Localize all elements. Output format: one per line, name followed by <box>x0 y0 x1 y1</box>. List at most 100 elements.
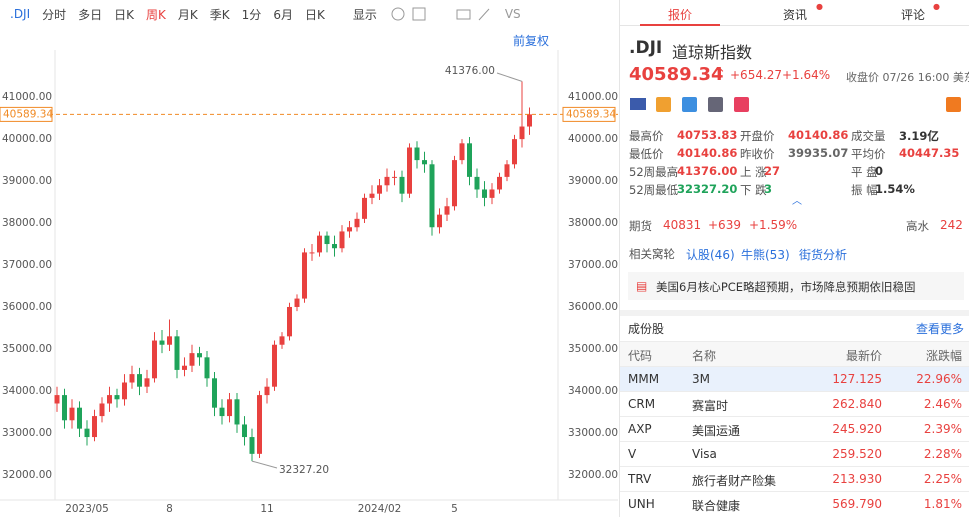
cell: Visa <box>692 447 717 461</box>
period-tab[interactable]: 分时 <box>42 7 67 22</box>
table-row[interactable]: CRM 赛富时 262.840 2.46% <box>620 391 969 416</box>
chart: 32000.00 32000.00 33000.00 33000.00 34000.00… <box>0 50 618 515</box>
period-tab[interactable]: 月K <box>177 7 198 22</box>
candle-body <box>384 176 390 186</box>
stat-value: 40140.86 <box>788 128 849 142</box>
adjust-mode[interactable]: 前复权 <box>513 34 550 48</box>
candle-body <box>504 164 510 177</box>
stat-label: 52周最高 <box>629 165 679 179</box>
cell: V <box>628 447 637 461</box>
candle-body <box>249 437 255 454</box>
column-header: 代码 <box>628 349 653 363</box>
cell: 旅行者财产险集 <box>692 474 777 488</box>
candle-body <box>174 336 180 370</box>
news[interactable]: 美国6月核心PCE略超预期，市场降息预期依旧稳固 <box>656 280 916 294</box>
stat-value: 0 <box>875 164 884 178</box>
warrant-link[interactable]: 认股(46) <box>686 248 735 262</box>
candle-body <box>204 357 210 379</box>
candle-body <box>264 386 270 396</box>
expand[interactable]: ︿ <box>792 196 802 207</box>
cell: 赛富时 <box>692 399 729 413</box>
candle-body <box>392 176 397 178</box>
y-tick-label: 39000.00 <box>2 175 52 187</box>
candle-body <box>399 176 405 194</box>
table-row[interactable]: AXP 美国运通 245.920 2.39% <box>620 416 969 441</box>
news-box[interactable] <box>628 272 964 300</box>
tab[interactable]: 资讯 <box>783 8 808 22</box>
table-row[interactable]: V Visa 259.520 2.28% <box>620 441 969 466</box>
stat-label: 成交量 <box>851 129 886 143</box>
warrants-label: 相关窝轮 <box>629 247 675 261</box>
y-tick-label-right: 36000.00 <box>568 301 618 313</box>
stat-value: 41376.00 <box>677 164 738 178</box>
min-pointer <box>251 460 278 469</box>
period-tab[interactable]: 日K <box>304 7 325 22</box>
table-row[interactable]: MMM 3M 127.125 22.96% <box>620 366 969 391</box>
warrant-link[interactable]: 街货分析 <box>799 248 848 262</box>
tab[interactable]: 报价 <box>668 8 693 22</box>
candle-body <box>324 235 330 245</box>
period-tab[interactable]: 多日 <box>78 7 103 22</box>
candle-body <box>362 197 367 219</box>
candle-body <box>407 147 412 194</box>
futures-label: 期货 <box>629 219 652 233</box>
candle-body <box>54 395 60 404</box>
stat-value: 1.54% <box>875 182 915 196</box>
candle-body <box>287 306 292 337</box>
period-tab[interactable]: 1分 <box>241 7 262 22</box>
stat-value: 40753.83 <box>677 128 738 142</box>
candle-body <box>414 147 420 161</box>
y-tick-label: 41000.00 <box>2 91 52 103</box>
cell: 262.840 <box>832 397 882 411</box>
cell: TRV <box>628 472 652 486</box>
candle-body <box>84 428 90 438</box>
y-tick-label: 34000.00 <box>2 385 52 397</box>
candle-body <box>144 378 150 387</box>
x-tick-label: 2024/02 <box>358 503 402 515</box>
max-label: 41376.00 <box>445 65 495 77</box>
section-title: 成份股 <box>628 322 665 336</box>
display-menu[interactable]: 显示 <box>352 7 377 22</box>
candle-body <box>212 378 217 408</box>
stat-label: 最高价 <box>629 129 664 143</box>
change-pct: +1.64% <box>782 68 831 82</box>
cell: UNH <box>628 497 655 511</box>
stat-label: 平均价 <box>851 147 886 161</box>
stat-label: 开盘价 <box>740 129 775 143</box>
candle-body <box>227 399 232 417</box>
period-tab[interactable]: 日K <box>114 7 135 22</box>
period-tab[interactable]: 6月 <box>273 7 293 22</box>
price-tag <box>0 106 53 122</box>
candle-body <box>354 218 360 228</box>
y-tick-label-right: 41000.00 <box>568 91 618 103</box>
cell: 3M <box>692 372 710 386</box>
candle-body <box>309 252 315 254</box>
candle-body <box>152 340 157 379</box>
candle-body <box>137 374 142 387</box>
compare[interactable]: VS <box>504 7 521 21</box>
candle-body <box>242 424 247 438</box>
more-link[interactable]: 查看更多 <box>916 322 965 336</box>
period-tab[interactable]: 周K <box>146 7 166 22</box>
y-tick-label-right: 33000.00 <box>568 427 618 439</box>
table-row[interactable]: UNH 联合健康 569.790 1.81% <box>620 491 969 516</box>
cell: 2.25% <box>923 472 962 486</box>
period-tab[interactable]: 季K <box>209 7 230 22</box>
candle-body <box>114 395 120 400</box>
table-row[interactable]: TRV 旅行者财产险集 213.930 2.25% <box>620 466 969 491</box>
tab[interactable]: 评论 <box>901 8 926 22</box>
candle-body <box>294 298 300 307</box>
cell: 2.28% <box>923 447 962 461</box>
y-tick-label-right: 38000.00 <box>568 217 618 229</box>
cell: 2.39% <box>923 422 962 436</box>
candle-body <box>62 395 67 421</box>
cell: 213.930 <box>832 472 882 486</box>
y-tick-label-right: 39000.00 <box>568 175 618 187</box>
futures-price: 40831 <box>663 218 702 232</box>
warrant-link[interactable]: 牛熊(53) <box>741 248 790 262</box>
status: 收盘价 07/26 16:00 美东 <box>846 71 969 84</box>
candle-body <box>69 407 75 421</box>
price: 40589.34 <box>629 64 724 85</box>
candle-body <box>467 143 472 177</box>
